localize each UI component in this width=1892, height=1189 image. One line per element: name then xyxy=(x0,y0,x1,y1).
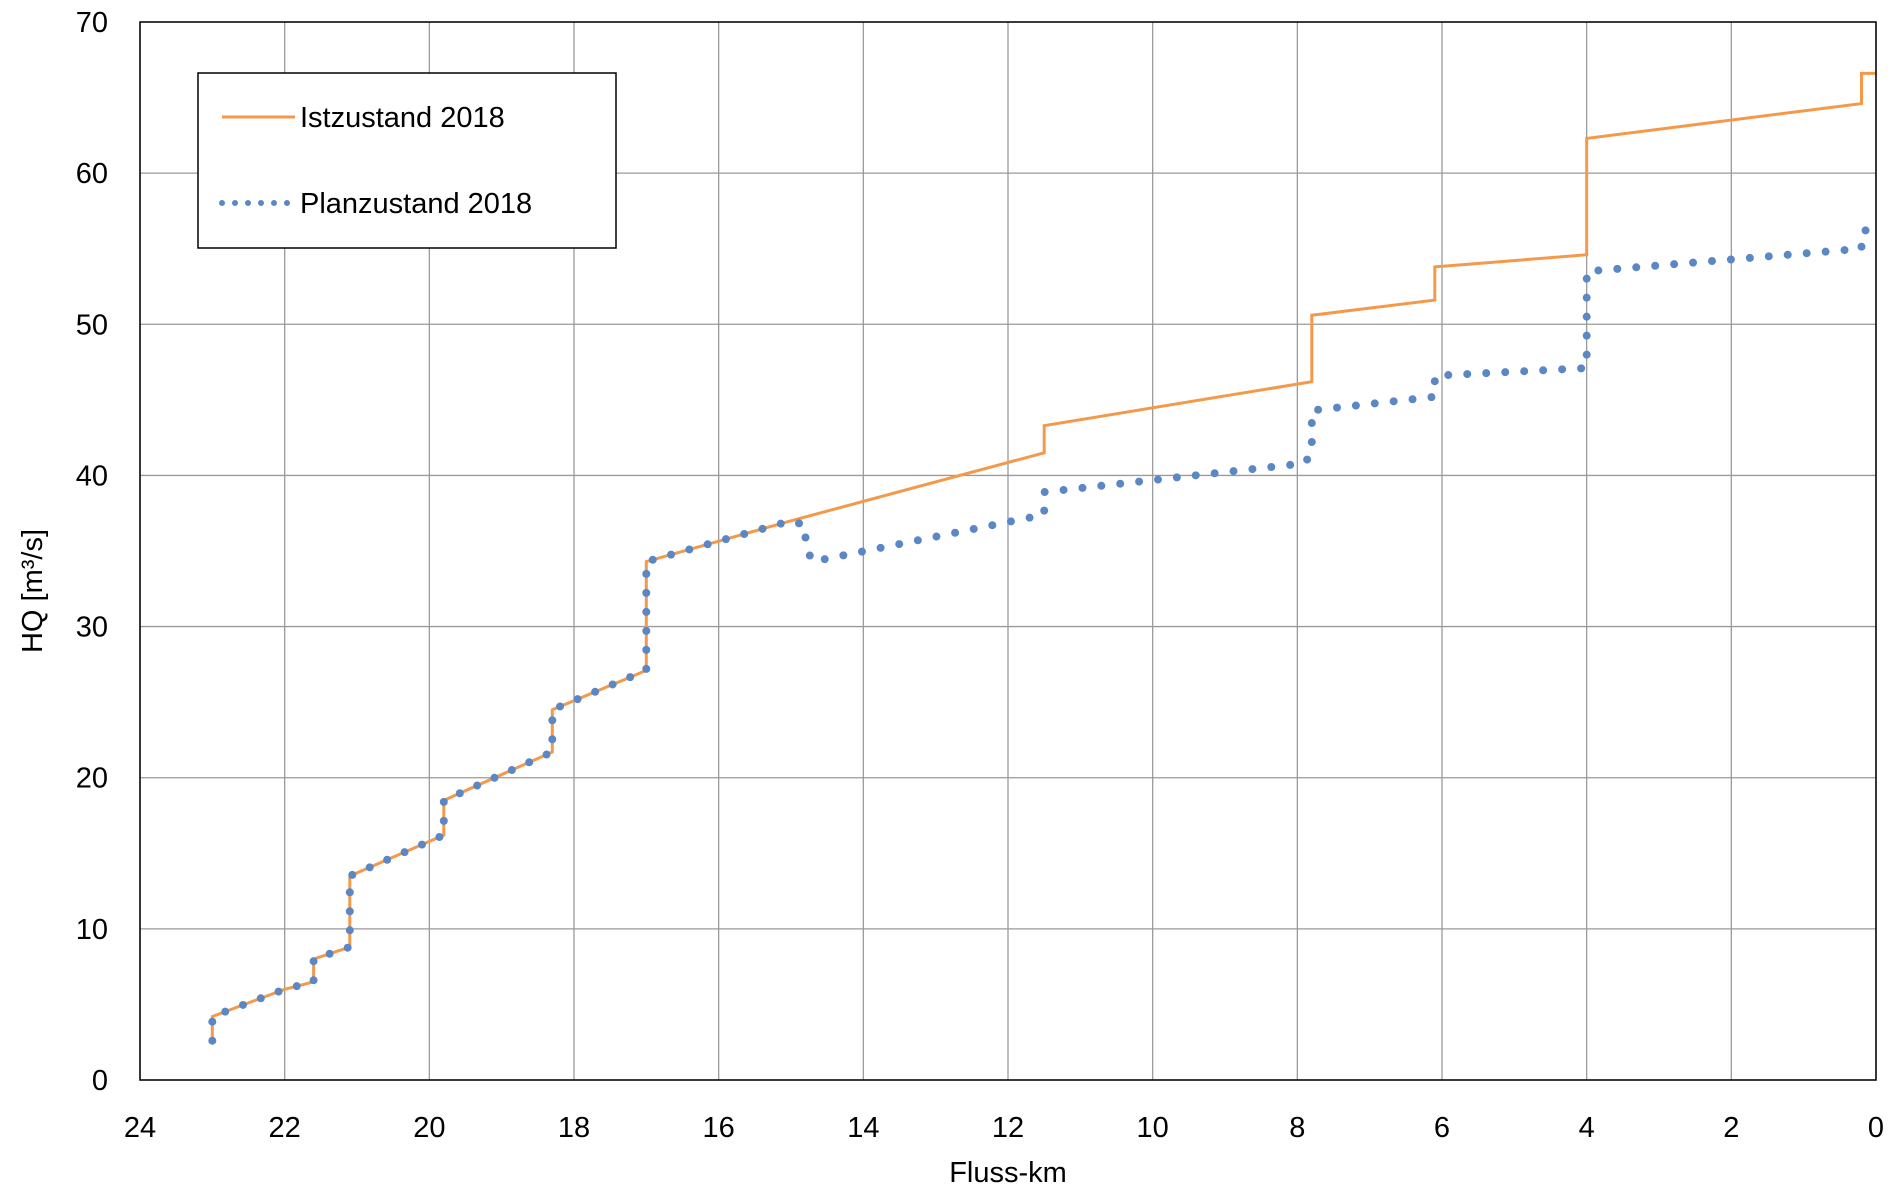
y-tick-label: 40 xyxy=(76,460,108,492)
legend-label-istzustand: Istzustand 2018 xyxy=(300,102,505,134)
x-tick-labels: 24 22 20 18 16 14 12 10 8 6 4 2 0 xyxy=(124,1112,1884,1144)
x-tick-label: 4 xyxy=(1579,1112,1595,1144)
legend-box xyxy=(197,72,617,249)
x-tick-label: 24 xyxy=(124,1112,156,1144)
x-tick-label: 6 xyxy=(1434,1112,1450,1144)
series-line-planzustand xyxy=(208,222,1880,1045)
y-tick-label: 30 xyxy=(76,612,108,644)
x-tick-label: 18 xyxy=(558,1112,590,1144)
x-tick-label: 20 xyxy=(413,1112,445,1144)
y-tick-label: 20 xyxy=(76,763,108,795)
y-axis-label: HQ [m³/s] xyxy=(17,529,49,653)
y-tick-label: 50 xyxy=(76,309,108,341)
x-tick-label: 16 xyxy=(703,1112,735,1144)
y-tick-labels: 0 10 20 30 40 50 60 70 xyxy=(76,7,108,1097)
plot-area-border xyxy=(139,21,1877,1081)
x-axis-label: Fluss-km xyxy=(949,1157,1067,1189)
y-tick-label: 0 xyxy=(92,1065,108,1097)
x-tick-label: 0 xyxy=(1868,1112,1884,1144)
x-tick-label: 14 xyxy=(847,1112,879,1144)
y-tick-label: 70 xyxy=(76,7,108,39)
legend: Istzustand 2018 Planzustand 2018 xyxy=(197,72,617,249)
x-tick-label: 8 xyxy=(1289,1112,1305,1144)
series-layer xyxy=(208,71,1880,1045)
x-tick-label: 2 xyxy=(1723,1112,1739,1144)
y-tick-label: 60 xyxy=(76,158,108,190)
x-tick-label: 12 xyxy=(992,1112,1024,1144)
x-tick-label: 22 xyxy=(269,1112,301,1144)
y-tick-label: 10 xyxy=(76,914,108,946)
x-tick-label: 10 xyxy=(1137,1112,1169,1144)
legend-label-planzustand: Planzustand 2018 xyxy=(300,188,532,220)
